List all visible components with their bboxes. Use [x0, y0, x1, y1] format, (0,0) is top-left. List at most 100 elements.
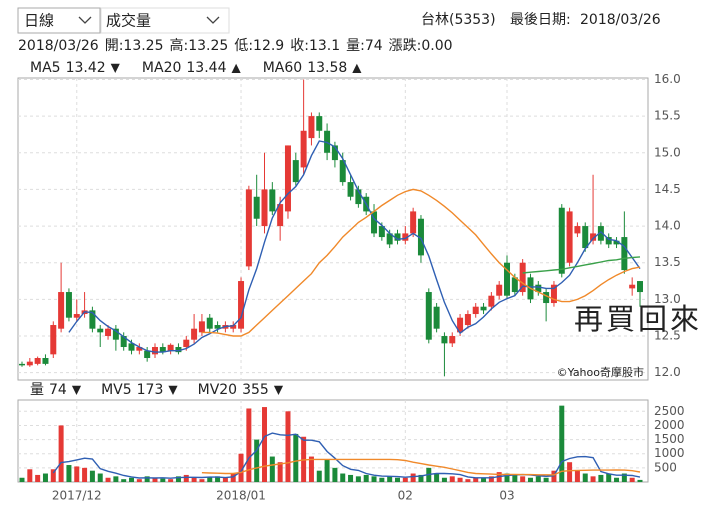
volume-bar [207, 476, 213, 482]
candle-body [613, 240, 620, 245]
volume-bar [621, 473, 627, 482]
volume-bar [42, 473, 48, 482]
annotation: 再買回來 [574, 302, 702, 336]
volume-bar [27, 469, 33, 482]
candle-body [144, 350, 151, 359]
candle-body [543, 292, 550, 304]
candle-body [128, 343, 135, 351]
x-tick-label: 03 [499, 489, 514, 503]
last-date: 2018/03/26 [580, 12, 661, 28]
y-tick-label: 2000 [654, 418, 685, 432]
volume-bar [574, 470, 580, 482]
candle-body [50, 325, 57, 355]
ma-line [201, 188, 641, 337]
select-box[interactable] [100, 7, 230, 34]
volume-bar [629, 477, 635, 482]
legend-name: 量 [30, 382, 44, 398]
volume-bar [598, 474, 604, 482]
candle-body [292, 160, 299, 183]
volume-bar [191, 477, 197, 482]
legend-trend: ▲ [352, 61, 362, 75]
volume-bar [19, 477, 25, 482]
volume-bar [567, 462, 573, 482]
candle-body [535, 284, 542, 293]
candle-body [394, 233, 401, 241]
select-text[interactable]: 日線 [24, 12, 54, 30]
candle-body [417, 218, 424, 256]
candle-body [198, 321, 205, 333]
volume-bar [66, 465, 72, 482]
candle-body [26, 361, 33, 366]
candle-body [230, 325, 237, 329]
volume-bar [105, 477, 111, 482]
volume-bar [441, 477, 447, 482]
mv-line [201, 458, 641, 476]
volume-bar [269, 456, 275, 482]
candle-body [637, 281, 643, 293]
volume-bar [614, 477, 620, 482]
candle-body [605, 237, 612, 245]
stock-name: 台林(5353) [421, 12, 496, 28]
candle-body [621, 237, 628, 271]
y-tick-label: 12.0 [654, 365, 681, 379]
volume-bar [113, 476, 119, 482]
volume-bar [418, 474, 424, 482]
select-box[interactable] [17, 7, 101, 34]
info-value: 13.25 [123, 38, 163, 54]
volume-bar [121, 479, 127, 482]
volume-bar [58, 425, 64, 482]
legend-trend: ▼ [168, 383, 178, 397]
volume-bar [582, 473, 588, 482]
candle-body [410, 211, 417, 234]
legend-value: 13.44 [186, 60, 226, 76]
volume-bar [481, 477, 487, 482]
volume-bar [89, 470, 95, 482]
candle-body [159, 347, 166, 353]
volume-bar [50, 469, 56, 482]
candle-body [308, 116, 315, 139]
candle-body [402, 233, 409, 241]
legend-trend: ▼ [274, 383, 284, 397]
indicator-select[interactable]: 成交量 [100, 7, 230, 34]
x-tick-label: 2017/12 [52, 489, 102, 503]
info-value: 13.1 [309, 38, 340, 54]
chevron[interactable] [206, 16, 220, 24]
candle-body [238, 281, 245, 329]
volume-bar [527, 477, 533, 482]
select-text[interactable]: 成交量 [106, 12, 151, 30]
candle-body [73, 314, 80, 318]
y-tick-label: 16.0 [654, 72, 681, 86]
candle-body [112, 328, 119, 340]
candle-body [120, 336, 127, 348]
chevron[interactable] [78, 16, 92, 24]
volume-bar [293, 433, 299, 482]
volume-bar [340, 473, 346, 482]
volume-bar [35, 474, 41, 482]
candle-body [511, 277, 518, 293]
candle-body [433, 306, 440, 329]
volume-bar [277, 462, 283, 482]
candle-body [566, 211, 573, 263]
legend-value: 74 [49, 382, 67, 398]
volume-bar [82, 467, 88, 482]
candle-body [284, 145, 291, 212]
mv-line [52, 432, 641, 479]
candle-body [347, 182, 354, 197]
candle-body [582, 226, 589, 249]
period-select[interactable]: 日線 [17, 7, 101, 34]
y-tick-label: 1500 [654, 432, 685, 446]
candle-body [89, 310, 96, 329]
volume-bar [246, 408, 252, 482]
volume-bar [74, 466, 80, 482]
last-date-label: 最後日期: [510, 12, 571, 28]
volume-bar [387, 476, 393, 482]
volume-bar [316, 470, 322, 482]
y-tick-label: 12.5 [654, 329, 681, 343]
info-date: 2018/03/26 [18, 38, 99, 54]
legend-name: MA5 [30, 60, 61, 76]
candle-body [34, 358, 41, 364]
candle-body [175, 347, 182, 353]
volume-bar [535, 476, 541, 482]
volume-bar [222, 477, 228, 482]
